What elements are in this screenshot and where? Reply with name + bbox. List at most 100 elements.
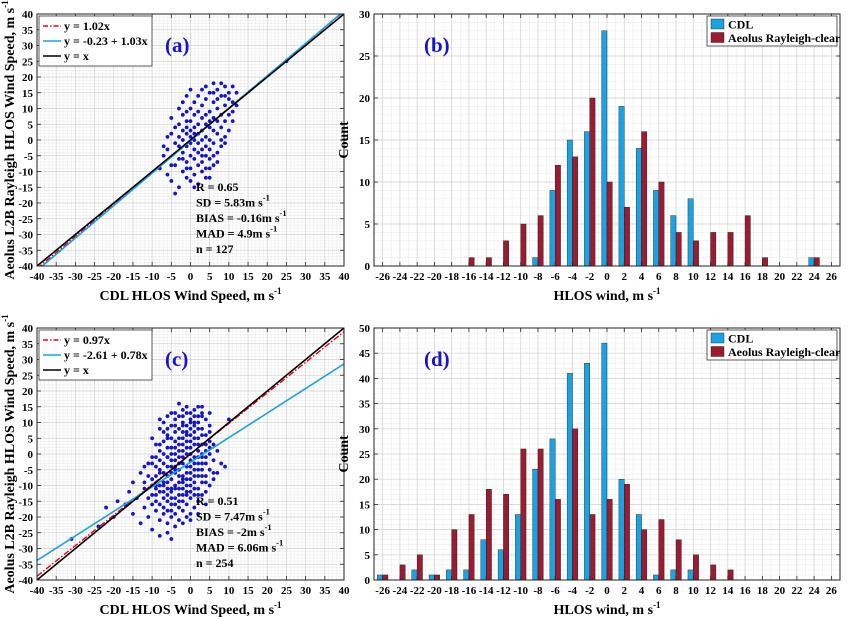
bar — [693, 240, 699, 267]
scatter-point — [165, 445, 170, 450]
scatter-point — [177, 426, 181, 431]
scatter-point — [184, 433, 189, 437]
panel-b-ytick-label: 5 — [365, 219, 371, 231]
scatter-point — [150, 477, 155, 482]
scatter-point — [207, 452, 212, 456]
panel-d-xtick-label: 4 — [639, 585, 645, 597]
scatter-point — [154, 486, 158, 491]
scatter-point — [200, 169, 204, 174]
bar — [520, 223, 527, 267]
scatter-point — [184, 423, 189, 428]
scatter-point — [211, 128, 216, 133]
scatter-point — [169, 496, 174, 500]
panel-c-ytick-label: -25 — [18, 528, 33, 540]
scatter-point — [188, 128, 193, 133]
scatter-point — [188, 518, 193, 523]
scatter-point — [165, 172, 170, 177]
scatter-point — [165, 486, 170, 491]
scatter-point — [200, 103, 204, 108]
scatter-point — [157, 518, 162, 523]
scatter-point — [157, 534, 162, 538]
scatter-point — [200, 426, 204, 431]
panel-d-ytick-label: 15 — [359, 499, 371, 511]
scatter-point — [177, 448, 181, 453]
scatter-point — [184, 411, 189, 415]
scatter-point — [192, 505, 197, 510]
scatter-point — [165, 508, 170, 513]
scatter-point — [169, 464, 174, 469]
panel-c-ytick-label: 20 — [22, 386, 34, 398]
panel-c-ytick-label: 0 — [28, 449, 34, 461]
scatter-point — [203, 175, 208, 180]
scatter-point — [219, 125, 224, 130]
panel-c-ytick-label: -10 — [18, 481, 33, 493]
stat-sup: -1 — [263, 193, 270, 203]
scatter-point — [180, 157, 185, 161]
panel-b-xtick-label: 6 — [656, 271, 662, 283]
scatter-point — [192, 172, 197, 177]
scatter-point — [207, 430, 212, 434]
bar — [687, 569, 694, 581]
panel-a-xtick-label: 25 — [281, 271, 293, 283]
bar-series-2 — [382, 428, 734, 581]
panel-a-ytick-label: 40 — [22, 9, 34, 21]
scatter-point — [211, 442, 216, 447]
scatter-point — [150, 455, 155, 460]
scatter-point — [138, 521, 143, 526]
bar — [515, 514, 521, 581]
scatter-point — [157, 442, 162, 447]
y-axis-label: Aeolus L2B Rayleigh HLOS Wind Speed, m s… — [0, 0, 18, 280]
panel-b-xtick-label: 18 — [757, 271, 769, 283]
scatter-point — [188, 179, 193, 183]
scatter-point — [150, 527, 155, 532]
scatter-point — [177, 455, 181, 460]
bar — [808, 257, 815, 267]
bar — [497, 549, 504, 581]
panel-a-xtick-label: -10 — [145, 271, 160, 283]
stat-sup: -1 — [270, 224, 277, 234]
scatter-point — [188, 445, 193, 450]
panel-a-ytick-label: -40 — [18, 261, 33, 273]
stat-line-5: n = 127 — [196, 242, 234, 256]
scatter-point — [173, 452, 178, 456]
panel-b-xtick-label: -2 — [585, 271, 595, 283]
scatter-point — [184, 493, 189, 497]
bar — [532, 468, 539, 581]
bar — [434, 574, 440, 581]
scatter-point — [207, 90, 212, 95]
panel-c-ytick-label: -30 — [18, 544, 33, 556]
scatter-point — [184, 515, 189, 519]
stat-line-1: R = 0.65 — [196, 180, 239, 194]
panel-b-xtick-label: 2 — [622, 271, 628, 283]
scatter-point — [180, 150, 185, 155]
scatter-point — [230, 84, 235, 89]
bar — [532, 257, 539, 267]
scatter-point — [104, 505, 108, 510]
panel-c-ytick-label: 25 — [22, 370, 34, 382]
scatter-point — [203, 474, 208, 478]
panel-b-xtick-label: 24 — [809, 271, 821, 283]
scatter-point — [173, 125, 178, 130]
panel-d: -26 -24 -22 -20 -18 -16 -14 -12 -10 -8 -6 -4 -2 0 2 4 6 8… — [337, 323, 841, 618]
scatter-point — [157, 471, 162, 475]
scatter-point — [196, 163, 201, 168]
scatter-point — [184, 471, 189, 475]
scatter-point — [180, 448, 185, 453]
panel-a-ytick-label: -30 — [18, 230, 33, 242]
panel-c-ytick-label: 40 — [22, 323, 34, 335]
scatter-point — [219, 144, 224, 149]
scatter-point — [196, 182, 201, 187]
scatter-point — [154, 499, 158, 504]
scatter-point — [215, 119, 220, 123]
scatter-point — [203, 166, 208, 171]
scatter-point — [177, 436, 181, 441]
scatter-point — [180, 430, 185, 434]
bar — [606, 499, 613, 581]
x-axis-label-sup: -1 — [653, 286, 661, 296]
scatter-point — [177, 414, 181, 419]
scatter-point — [192, 423, 197, 428]
scatter-point — [200, 467, 204, 472]
panel-a-ytick-label: -25 — [18, 214, 33, 226]
stat-sup: -1 — [276, 538, 283, 548]
bar — [446, 569, 452, 581]
